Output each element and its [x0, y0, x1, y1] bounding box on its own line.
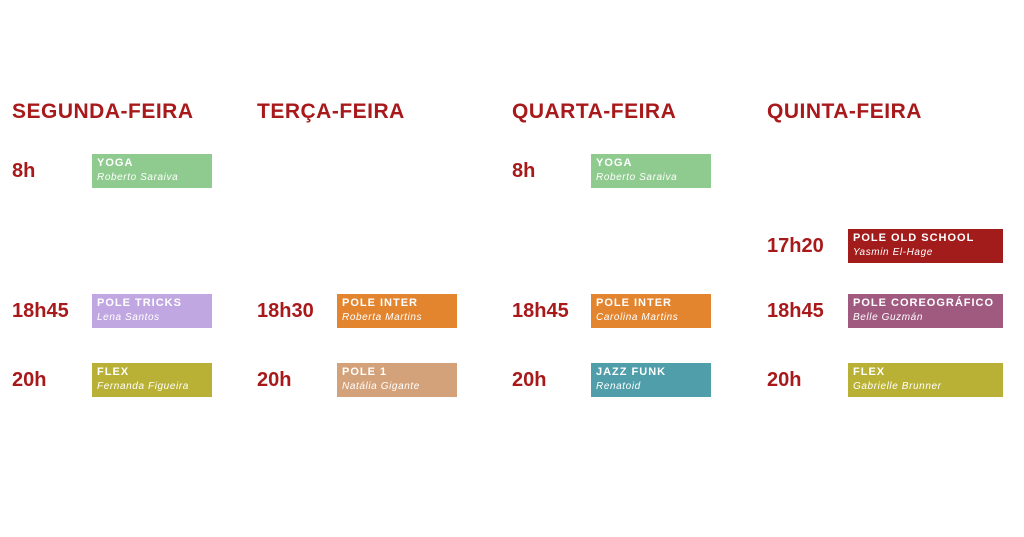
time-label: 8h — [512, 160, 536, 182]
class-box: FLEX Fernanda Figueira — [92, 363, 212, 397]
class-name: POLE INTER — [342, 297, 419, 309]
class-box: POLE 1 Natália Gigante — [337, 363, 457, 397]
class-name: FLEX — [853, 366, 886, 378]
time-label: 20h — [257, 369, 292, 391]
time-label: 20h — [12, 369, 47, 391]
class-box: JAZZ FUNK Renatoid — [591, 363, 711, 397]
class-name: JAZZ FUNK — [596, 366, 667, 378]
class-name: YOGA — [97, 157, 134, 169]
class-name: YOGA — [596, 157, 633, 169]
class-name: FLEX — [97, 366, 130, 378]
class-name: POLE TRICKS — [97, 297, 182, 309]
day-title: QUARTA-FEIRA — [512, 100, 677, 123]
class-box: POLE INTER Roberta Martins — [337, 294, 457, 328]
time-label: 20h — [512, 369, 547, 391]
class-name: POLE 1 — [342, 366, 388, 378]
class-box: YOGA Roberto Saraiva — [92, 154, 212, 188]
class-box: POLE TRICKS Lena Santos — [92, 294, 212, 328]
class-box: POLE INTER Carolina Martins — [591, 294, 711, 328]
teacher-name: Renatoid — [596, 381, 641, 392]
time-label: 17h20 — [767, 235, 824, 257]
teacher-name: Roberta Martins — [342, 312, 423, 323]
time-label: 18h30 — [257, 300, 314, 322]
time-label: 18h45 — [767, 300, 824, 322]
time-label: 18h45 — [12, 300, 69, 322]
class-box: FLEX Gabrielle Brunner — [848, 363, 1003, 397]
teacher-name: Yasmin El-Hage — [853, 247, 933, 258]
teacher-name: Gabrielle Brunner — [853, 381, 942, 392]
teacher-name: Carolina Martins — [596, 312, 679, 323]
time-label: 8h — [12, 160, 36, 182]
teacher-name: Belle Guzmán — [853, 312, 924, 323]
day-title: SEGUNDA-FEIRA — [12, 100, 194, 123]
class-box: POLE COREOGRÁFICO Belle Guzmán — [848, 294, 1003, 328]
teacher-name: Fernanda Figueira — [97, 381, 189, 392]
class-box: POLE OLD SCHOOL Yasmin El-Hage — [848, 229, 1003, 263]
time-label: 20h — [767, 369, 802, 391]
teacher-name: Natália Gigante — [342, 381, 420, 392]
teacher-name: Roberto Saraiva — [596, 172, 678, 183]
class-box: YOGA Roberto Saraiva — [591, 154, 711, 188]
teacher-name: Roberto Saraiva — [97, 172, 179, 183]
class-name: POLE COREOGRÁFICO — [853, 297, 995, 309]
day-title: QUINTA-FEIRA — [767, 100, 922, 123]
class-name: POLE OLD SCHOOL — [853, 232, 975, 244]
class-name: POLE INTER — [596, 297, 673, 309]
day-title: TERÇA-FEIRA — [257, 100, 405, 123]
time-label: 18h45 — [512, 300, 569, 322]
teacher-name: Lena Santos — [97, 312, 160, 323]
